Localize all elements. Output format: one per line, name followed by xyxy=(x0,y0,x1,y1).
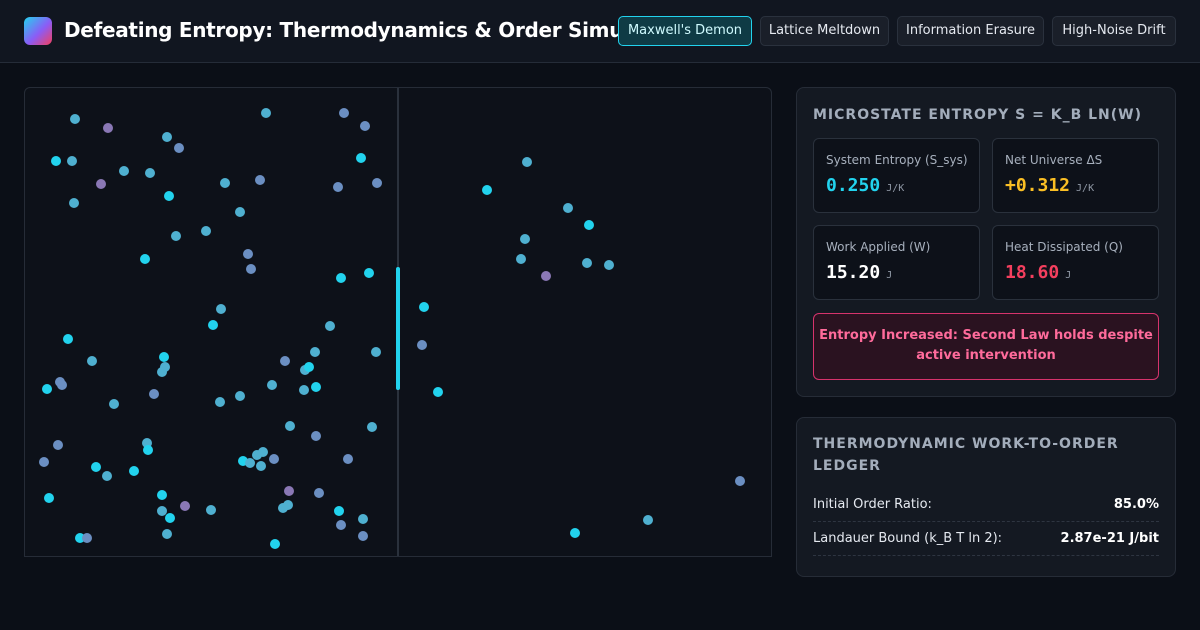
work-applied-label: Work Applied (W) xyxy=(826,240,931,254)
tab-maxwells-demon[interactable]: Maxwell's Demon xyxy=(618,16,752,46)
net-universe-entropy-card: Net Universe ΔS +0.312 J/K xyxy=(992,138,1159,213)
work-applied-card: Work Applied (W) 15.20 J xyxy=(813,225,980,300)
app-logo-icon xyxy=(24,17,52,45)
system-entropy-value: 0.250 J/K xyxy=(826,175,905,196)
system-entropy-label: System Entropy (S_sys) xyxy=(826,153,968,167)
entropy-status-alert: Entropy Increased: Second Law holds desp… xyxy=(813,313,1159,380)
app-header: Defeating Entropy: Thermodynamics & Orde… xyxy=(0,0,1200,63)
demon-gate[interactable] xyxy=(396,267,400,390)
entropy-panel-title: MICROSTATE ENTROPY S = K_B LN(W) xyxy=(813,107,1142,123)
heat-dissipated-card: Heat Dissipated (Q) 18.60 J xyxy=(992,225,1159,300)
tab-lattice-meltdown[interactable]: Lattice Meltdown xyxy=(760,16,889,46)
heat-dissipated-value: 18.60 J xyxy=(1005,262,1072,283)
ledger-row-initial-order: Initial Order Ratio: 85.0% xyxy=(813,488,1159,522)
entropy-panel: MICROSTATE ENTROPY S = K_B LN(W) System … xyxy=(796,87,1176,397)
system-entropy-card: System Entropy (S_sys) 0.250 J/K xyxy=(813,138,980,213)
net-universe-entropy-value: +0.312 J/K xyxy=(1005,175,1095,196)
simulation-canvas[interactable] xyxy=(24,87,772,557)
ledger-row-landauer-bound: Landauer Bound (k_B T ln 2): 2.87e-21 J/b… xyxy=(813,522,1159,556)
ledger-panel: THERMODYNAMIC WORK-TO-ORDER LEDGER Initia… xyxy=(796,417,1176,577)
page-title: Defeating Entropy: Thermodynamics & Orde… xyxy=(64,18,676,42)
ledger-panel-title: THERMODYNAMIC WORK-TO-ORDER LEDGER xyxy=(813,436,1119,474)
work-applied-value: 15.20 J xyxy=(826,262,893,283)
tab-high-noise-drift[interactable]: High-Noise Drift xyxy=(1052,16,1176,46)
tab-information-erasure[interactable]: Information Erasure xyxy=(897,16,1044,46)
net-universe-entropy-label: Net Universe ΔS xyxy=(1005,153,1103,167)
heat-dissipated-label: Heat Dissipated (Q) xyxy=(1005,240,1123,254)
